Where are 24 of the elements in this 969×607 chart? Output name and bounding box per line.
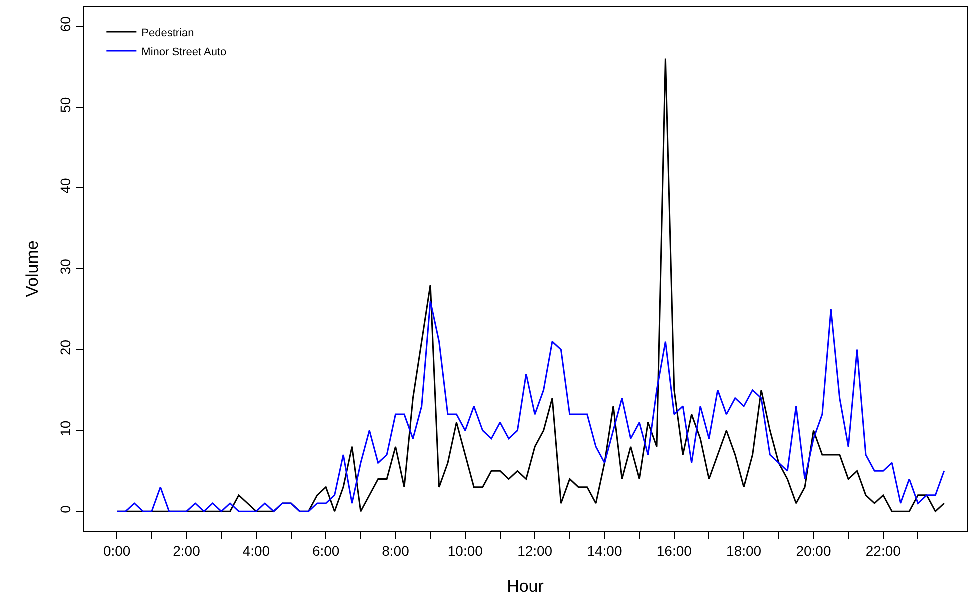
- x-axis-title: Hour: [507, 577, 544, 596]
- y-tick-label: 60: [57, 16, 74, 32]
- x-tick-label: 0:00: [103, 542, 131, 559]
- x-tick-label: 6:00: [312, 542, 340, 559]
- y-tick-label: 0: [57, 505, 74, 514]
- y-tick-label: 20: [57, 340, 74, 356]
- x-tick-label: 4:00: [242, 542, 270, 559]
- x-tick-label: 10:00: [448, 542, 484, 559]
- x-tick-label: 22:00: [866, 542, 902, 559]
- y-tick-label: 50: [57, 97, 74, 113]
- y-tick-label: 30: [57, 258, 74, 275]
- x-tick-label: 8:00: [382, 542, 410, 559]
- y-tick-label: 40: [57, 178, 74, 194]
- line-series: [116, 300, 946, 512]
- y-axis-title: Volume: [22, 240, 42, 298]
- legend-label: Pedestrian: [142, 27, 194, 40]
- x-tick-label: 20:00: [796, 542, 832, 559]
- y-tick-label: 10: [57, 420, 74, 436]
- x-tick-label: 2:00: [173, 542, 201, 559]
- x-tick-label: 12:00: [518, 542, 553, 559]
- x-tick-label: 18:00: [726, 542, 762, 559]
- legend-label: Minor Street Auto: [142, 46, 227, 58]
- x-tick-label: 16:00: [656, 542, 692, 559]
- x-tick-label: 14:00: [587, 542, 622, 559]
